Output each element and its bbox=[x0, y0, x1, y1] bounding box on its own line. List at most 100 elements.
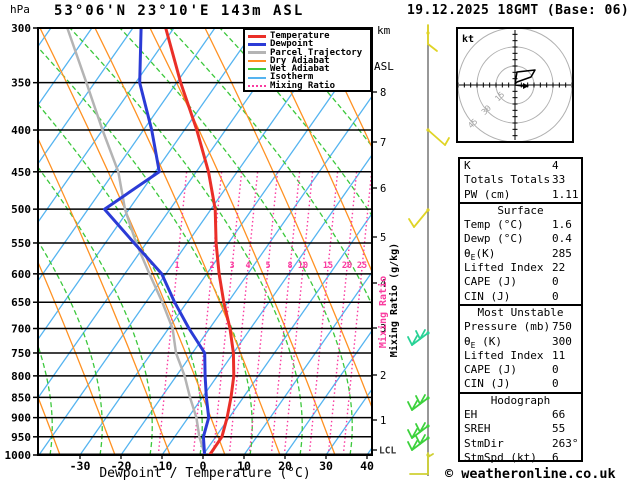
mixing-ratio-value-label: 20 bbox=[342, 261, 352, 271]
wind-barb-stroke bbox=[411, 335, 418, 346]
run-datetime: 19.12.2025 18GMT (Base: 06) bbox=[407, 3, 629, 18]
table-row-label: θE(K) bbox=[464, 246, 496, 262]
table-row: θE (K) 300 bbox=[460, 334, 581, 350]
wet-adiabat-line bbox=[38, 166, 153, 455]
wet-adiabat-line bbox=[38, 103, 203, 455]
table-row-value: 6 bbox=[552, 450, 559, 464]
legend-box: Temperature Dewpoint Parcel Trajectory Dry … bbox=[243, 28, 372, 92]
plot-border bbox=[37, 27, 373, 456]
wind-barb-stroke bbox=[407, 429, 413, 439]
isotherm-line bbox=[284, 329, 372, 455]
mixing-ratio-value-label: 15 bbox=[323, 261, 333, 271]
table-row-value: 66 bbox=[552, 408, 566, 422]
table-row-label: Pressure (mb) bbox=[464, 320, 551, 334]
kt-unit-label: kt bbox=[462, 34, 474, 45]
table-row: Dewp (°C) 0.4 bbox=[460, 232, 581, 246]
wind-barb-stroke bbox=[411, 428, 418, 439]
wind-barb-stroke bbox=[407, 336, 413, 346]
legend-item: Temperature bbox=[248, 31, 370, 41]
wind-barb bbox=[407, 329, 430, 346]
pressure-tick-label: 550 bbox=[11, 237, 31, 250]
km-tick-label: 4 bbox=[380, 278, 386, 290]
temp-tick-label: -20 bbox=[111, 459, 132, 473]
wind-barb-stroke bbox=[415, 395, 421, 405]
table-section: K 4 Totals Totals 33 PW (cm) 1.11 bbox=[460, 159, 581, 202]
table-row-value: 11 bbox=[552, 348, 566, 362]
wind-barb-stroke bbox=[409, 452, 429, 475]
km-tick-label: 8 bbox=[380, 87, 386, 99]
table-row-label: Lifted Index bbox=[464, 261, 544, 275]
pressure-tick-label: 650 bbox=[11, 296, 31, 309]
wind-barb-stroke bbox=[419, 394, 426, 405]
wind-barb-stroke bbox=[444, 137, 450, 146]
wet-adiabat-line bbox=[38, 46, 253, 455]
legend-label: Dry Adiabat bbox=[270, 55, 330, 66]
wind-barb-station-dot bbox=[426, 128, 430, 132]
dry-adiabat-line bbox=[590, 28, 629, 455]
pressure-tick-label: 400 bbox=[11, 124, 31, 137]
wind-barb bbox=[409, 452, 434, 475]
x-axis-title: Dewpoint / Temperature (°C) bbox=[99, 466, 311, 481]
table-row-label: CAPE (J) bbox=[464, 363, 517, 377]
dry-adiabat-line bbox=[204, 28, 372, 410]
wind-barb-station-dot bbox=[426, 208, 430, 212]
legend-item: Dry Adiabat bbox=[248, 55, 370, 66]
legend-swatch-mixing-ratio bbox=[248, 84, 266, 87]
legend-item: Isotherm bbox=[248, 73, 370, 82]
table-row-value: 0 bbox=[552, 289, 559, 303]
wind-barb-station-dot bbox=[426, 331, 430, 335]
table-row: CIN (J) 0 bbox=[460, 290, 581, 304]
altitude-unit-km: km bbox=[377, 24, 391, 37]
isotherm-line bbox=[243, 271, 372, 455]
wind-barb-stroke bbox=[407, 441, 413, 451]
wind-barb-stroke bbox=[413, 209, 429, 228]
pressure-tick-label: 950 bbox=[11, 431, 31, 444]
table-row-value: 300 bbox=[552, 334, 572, 348]
table-section: Hodograph EH 66 SREH 55 StmDir 263° StmSpd (kt)… bbox=[460, 391, 581, 465]
table-row-value: 22 bbox=[552, 261, 566, 275]
pressure-tick-label: 500 bbox=[11, 203, 31, 216]
dry-adiabat-line bbox=[149, 28, 336, 455]
table-section: Most Unstable Pressure (mb) 750 θE (K) 300 Li… bbox=[460, 303, 581, 392]
mixing-ratio-value-label: 1 bbox=[174, 261, 179, 271]
temp-tick-label: 0 bbox=[200, 459, 207, 473]
indices-table: K 4 Totals Totals 33 PW (cm) 1.11 Surface Temp … bbox=[458, 157, 583, 465]
wet-adiabat-line bbox=[269, 28, 372, 148]
table-row-label: StmSpd (kt) bbox=[464, 450, 537, 464]
table-row: SREH 55 bbox=[460, 422, 581, 436]
table-row-value: 55 bbox=[552, 422, 566, 436]
table-row-label: CIN (J) bbox=[464, 289, 511, 303]
mixing-ratio-line bbox=[228, 169, 259, 455]
km-tick-label: 2 bbox=[380, 370, 386, 382]
wind-barb bbox=[407, 394, 430, 411]
legend-label: Dewpoint bbox=[270, 39, 314, 50]
pressure-tick-label: 600 bbox=[11, 268, 31, 281]
table-row-value: 33 bbox=[552, 173, 566, 187]
wet-adiabat-line bbox=[69, 28, 303, 455]
pressure-tick-label: 850 bbox=[11, 391, 31, 404]
wind-barb-stroke bbox=[407, 401, 413, 411]
table-row-label: StmDir bbox=[464, 436, 504, 450]
temp-tick-label: -10 bbox=[152, 459, 173, 473]
mixing-ratio-value-label: 8 bbox=[287, 261, 292, 271]
table-row-value: 0.4 bbox=[552, 232, 572, 246]
table-row-value: 263° bbox=[552, 436, 579, 450]
mixing-ratio-line bbox=[327, 169, 358, 455]
temp-tick-label: -30 bbox=[70, 459, 91, 473]
pressure-tick-label: 350 bbox=[11, 77, 31, 90]
mixing-ratio-line bbox=[342, 169, 372, 455]
legend-label: Temperature bbox=[270, 31, 330, 41]
legend-swatch-temperature bbox=[248, 34, 266, 38]
wind-barb-stroke bbox=[419, 422, 426, 433]
legend-swatch-isotherm bbox=[248, 76, 266, 79]
legend-swatch-parcel-trajectory bbox=[248, 51, 266, 55]
parcel-trajectory-curve bbox=[66, 28, 207, 455]
temperature-curve bbox=[164, 28, 236, 455]
isotherm-line bbox=[0, 28, 10, 455]
legend-item: Wet Adiabat bbox=[248, 65, 370, 74]
pressure-tick-label: 1000 bbox=[5, 449, 32, 462]
altitude-unit-label: km ASL bbox=[374, 1, 401, 97]
temp-tick-label: 10 bbox=[237, 459, 251, 473]
wind-barb-stroke bbox=[419, 434, 426, 445]
